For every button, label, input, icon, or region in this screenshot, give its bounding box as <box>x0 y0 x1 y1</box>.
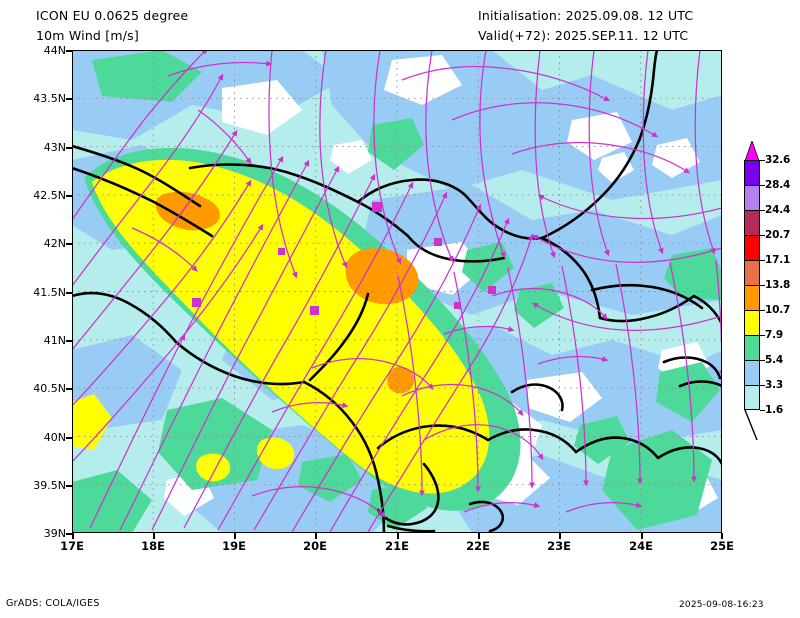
ytick-42n: 42N <box>43 237 66 250</box>
ytick-mark <box>66 388 72 390</box>
xtick-mark <box>721 533 723 539</box>
ytick-mark <box>66 243 72 245</box>
model-title: ICON EU 0.0625 degree <box>36 8 189 23</box>
xtick-mark <box>234 533 236 539</box>
ytick-mark <box>66 147 72 149</box>
colorbar-cell-10-7-13-8[interactable] <box>744 285 760 310</box>
ytick-43-5n: 43.5N <box>33 92 66 105</box>
ytick-44n: 44N <box>43 44 66 57</box>
xtick-mark <box>478 533 480 539</box>
colorbar-cell-3-3-5-4[interactable] <box>744 360 760 385</box>
ytick-mark <box>66 485 72 487</box>
map-canvas <box>72 50 722 533</box>
valid-time-text: Valid(+72): 2025.SEP.11. 12 UTC <box>478 28 689 43</box>
colorbar-tick <box>760 310 765 312</box>
colorbar-cell-17-1-20-7[interactable] <box>744 235 760 260</box>
colorbar-label-7-9: 7.9 <box>765 329 784 341</box>
colorbar-tick <box>760 285 765 287</box>
ytick-42-5n: 42.5N <box>33 189 66 202</box>
ytick-mark <box>66 195 72 197</box>
streamline-nodes <box>192 202 496 315</box>
colorbar-tick <box>760 260 765 262</box>
xtick-20e: 20E <box>303 539 327 553</box>
wind-speed-map[interactable] <box>72 50 722 533</box>
ytick-mark <box>66 437 72 439</box>
xtick-21e: 21E <box>385 539 409 553</box>
colorbar-label-28-4: 28.4 <box>765 179 791 191</box>
jet-yellow-patch-b <box>196 453 230 482</box>
xtick-mark <box>153 533 155 539</box>
colorbar-cell-24-4-28-4[interactable] <box>744 185 760 210</box>
ytick-40-5n: 40.5N <box>33 382 66 395</box>
colorbar-cell-7-9-10-7[interactable] <box>744 310 760 335</box>
colorbar-tick <box>760 410 765 412</box>
jet-yellow-west-edge <box>72 394 112 450</box>
colorbar-cell-5-4-7-9[interactable] <box>744 335 760 360</box>
colorbar-label-17-1: 17.1 <box>765 254 791 266</box>
colorbar-bottom-tail <box>744 410 758 440</box>
wind-speed-colorbar[interactable] <box>744 160 760 410</box>
colorbar-label-5-4: 5.4 <box>765 354 784 366</box>
ytick-39-5n: 39.5N <box>33 479 66 492</box>
ytick-40n: 40N <box>43 431 66 444</box>
xtick-24e: 24E <box>629 539 653 553</box>
xtick-mark <box>315 533 317 539</box>
xtick-22e: 22E <box>466 539 490 553</box>
xtick-25e: 25E <box>710 539 734 553</box>
streamlines <box>72 50 722 533</box>
colorbar-top-arrow <box>744 141 760 161</box>
ytick-41n: 41N <box>43 334 66 347</box>
ytick-41-5n: 41.5N <box>33 286 66 299</box>
xtick-mark <box>397 533 399 539</box>
xtick-18e: 18E <box>141 539 165 553</box>
colorbar-tick <box>760 335 765 337</box>
colorbar-cell-20-7-24-4[interactable] <box>744 210 760 235</box>
xtick-mark <box>72 533 74 539</box>
xtick-17e: 17E <box>60 539 84 553</box>
colorbar-label-13-8: 13.8 <box>765 279 791 291</box>
grads-credit: GrADS: COLA/IGES <box>6 598 100 609</box>
colorbar-label-3-3: 3.3 <box>765 379 784 391</box>
colorbar-tick <box>760 185 765 187</box>
xtick-19e: 19E <box>222 539 246 553</box>
colorbar-label-1-6: 1.6 <box>765 404 784 416</box>
colorbar-label-32-6: 32.6 <box>765 154 791 166</box>
xtick-23e: 23E <box>547 539 571 553</box>
ytick-mark <box>66 50 72 52</box>
colorbar-cell-1-6-3-3[interactable] <box>744 385 760 410</box>
jet-orange-core-south <box>387 366 414 394</box>
ytick-43n: 43N <box>43 141 66 154</box>
generated-timestamp: 2025-09-08-16:23 <box>679 600 764 610</box>
ytick-mark <box>66 340 72 342</box>
colorbar-label-20-7: 20.7 <box>765 229 791 241</box>
colorbar-tick <box>760 385 765 387</box>
colorbar-cell-13-8-17-1[interactable] <box>744 260 760 285</box>
xtick-mark <box>559 533 561 539</box>
colorbar-tick <box>760 360 765 362</box>
colorbar-label-24-4: 24.4 <box>765 204 791 216</box>
initialisation-text: Initialisation: 2025.09.08. 12 UTC <box>478 8 694 23</box>
colorbar-tick <box>760 235 765 237</box>
colorbar-cell-28-4-32-6[interactable] <box>744 160 760 185</box>
colorbar-tick <box>760 210 765 212</box>
ytick-mark <box>66 98 72 100</box>
ytick-39n: 39N <box>43 527 66 540</box>
field-title: 10m Wind [m/s] <box>36 28 139 43</box>
xtick-mark <box>641 533 643 539</box>
colorbar-label-10-7: 10.7 <box>765 304 791 316</box>
ytick-mark <box>66 292 72 294</box>
colorbar-tick <box>760 160 765 162</box>
ytick-mark <box>66 533 72 535</box>
